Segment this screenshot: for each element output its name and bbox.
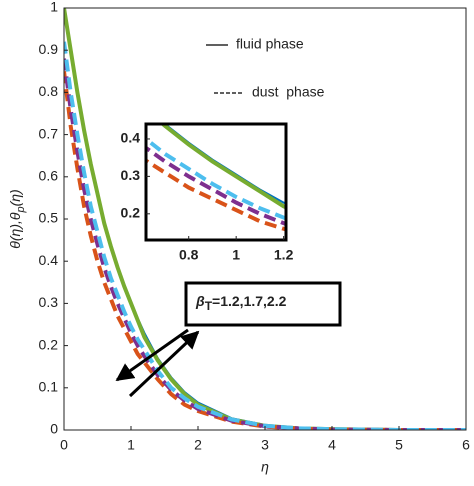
x-tick-label: 1 <box>127 437 135 453</box>
arrow <box>115 328 189 382</box>
y-tick-label: 0.3 <box>39 294 59 310</box>
y-tick-label: 0.4 <box>121 130 141 146</box>
y-tick-label: 1 <box>50 0 58 15</box>
x-tick-label: 5 <box>395 437 403 453</box>
annotation-box <box>184 281 342 327</box>
line-series <box>159 124 286 210</box>
x-tick-label: 0 <box>60 437 68 453</box>
line-series <box>64 58 466 430</box>
inset-bg <box>146 124 286 240</box>
y-tick-label: 0.2 <box>39 336 59 352</box>
arrow <box>128 330 200 398</box>
line-series <box>64 71 466 430</box>
x-axis-label: η <box>261 459 269 475</box>
x-tick-label: 0.8 <box>179 247 199 263</box>
y-tick-label: 0.4 <box>39 252 59 268</box>
annotation-symbol: β <box>195 293 205 309</box>
x-tick-label: 6 <box>462 437 470 453</box>
y-tick-label: 0.5 <box>39 210 59 226</box>
annotation-sub: T <box>205 299 213 313</box>
y-tick-label: 0.8 <box>39 83 59 99</box>
y-tick-label: 0.3 <box>121 167 141 183</box>
y-axis-label: θ(η),θp(η) <box>7 189 27 248</box>
y-tick-label: 0.1 <box>39 379 59 395</box>
y-label-suffix: (η) <box>7 189 23 206</box>
y-tick-label: 0.9 <box>39 41 59 57</box>
y-tick-label: 0.2 <box>121 205 141 221</box>
line-series <box>146 136 286 221</box>
y-tick-label: 0 <box>50 421 58 437</box>
y-label-text: θ(η),θ <box>7 212 23 249</box>
x-tick-label: 4 <box>328 437 336 453</box>
legend-label: dust phase <box>252 84 325 100</box>
x-tick-label: 1 <box>232 247 240 263</box>
x-tick-label: 3 <box>261 437 269 453</box>
y-tick-label: 0.6 <box>39 168 59 184</box>
annotation-suffix: =1.2,1.7,2.2 <box>212 293 287 309</box>
annotation: βT=1.2,1.7,2.2 <box>195 293 287 313</box>
y-tick-label: 0.7 <box>39 125 59 141</box>
line-series <box>64 41 466 430</box>
y-label-sub: p <box>15 206 27 213</box>
inset-frame <box>144 122 288 242</box>
x-tick-label: 2 <box>194 437 202 453</box>
x-tick-label: 1.2 <box>274 247 294 263</box>
legend-label: fluid phase <box>236 36 304 52</box>
